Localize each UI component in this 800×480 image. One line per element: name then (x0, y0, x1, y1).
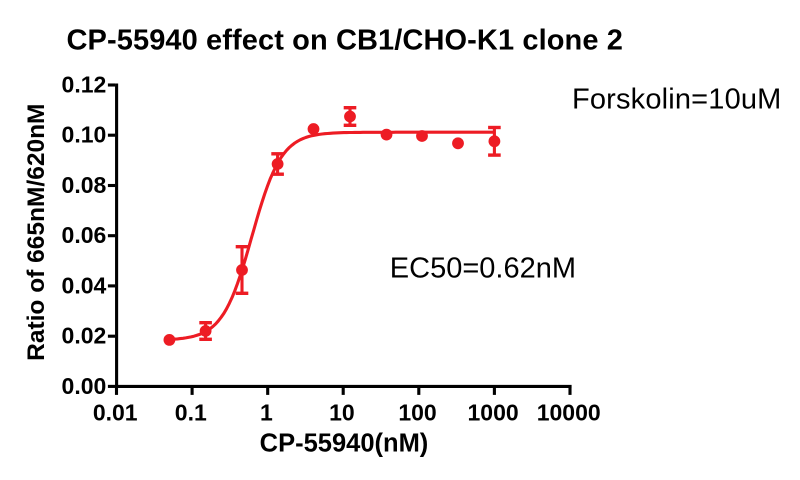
svg-text:EC50=0.62nM: EC50=0.62nM (390, 252, 576, 284)
svg-text:0.00: 0.00 (62, 373, 107, 399)
svg-text:0.01: 0.01 (93, 399, 138, 425)
svg-text:10: 10 (329, 399, 355, 425)
svg-text:0.04: 0.04 (62, 272, 107, 298)
svg-text:Forskolin=10uM: Forskolin=10uM (572, 83, 782, 115)
svg-text:10000: 10000 (537, 399, 601, 425)
svg-text:100: 100 (398, 399, 436, 425)
svg-text:CP-55940(nM): CP-55940(nM) (260, 430, 429, 458)
svg-text:0.1: 0.1 (175, 399, 207, 425)
svg-text:CP-55940 effect on CB1/CHO-K1: CP-55940 effect on CB1/CHO-K1 clone 2 (67, 24, 623, 56)
svg-text:0.06: 0.06 (62, 222, 107, 248)
svg-text:0.12: 0.12 (62, 72, 107, 98)
svg-text:0.08: 0.08 (62, 172, 107, 198)
svg-text:0.10: 0.10 (62, 122, 107, 148)
svg-text:0.02: 0.02 (62, 323, 107, 349)
svg-text:1: 1 (260, 399, 273, 425)
svg-text:Ratio of 665nM/620nM: Ratio of 665nM/620nM (23, 104, 50, 361)
svg-text:1000: 1000 (468, 399, 519, 425)
